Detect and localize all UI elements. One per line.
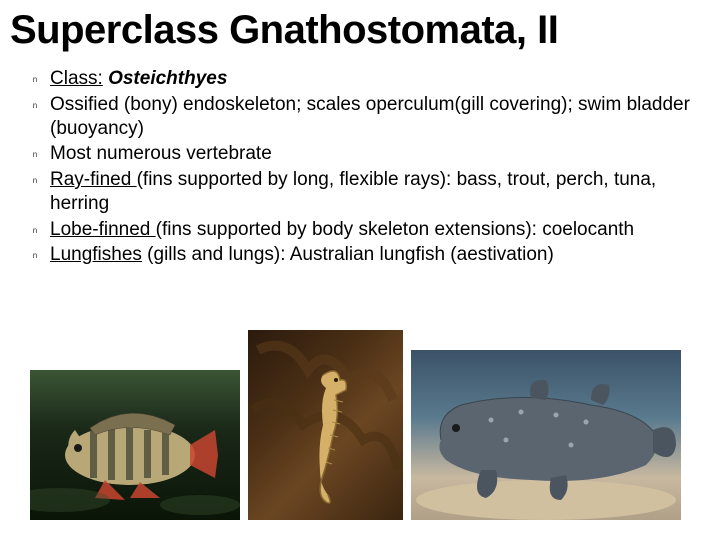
bullet-marker: n [20,243,50,260]
perch-fish-image [30,370,240,520]
bullet-item: nClass: Osteichthyes [20,67,690,91]
slide-title: Superclass Gnathostomata, II [0,0,720,67]
bullet-item: nLobe-finned (fins supported by body ske… [20,218,690,242]
bullet-marker: n [20,93,50,110]
seahorse-image [248,330,403,520]
bullet-list: nClass: OsteichthyesnOssified (bony) end… [0,67,720,267]
bullet-marker: n [20,218,50,235]
bullet-text: Lobe-finned (fins supported by body skel… [50,218,634,242]
bullet-item: nMost numerous vertebrate [20,142,690,166]
bullet-text: Class: Osteichthyes [50,67,227,91]
bullet-item: nRay-fined (fins supported by long, flex… [20,168,690,216]
bullet-text: Ossified (bony) endoskeleton; scales ope… [50,93,690,141]
coelacanth-image [411,350,681,520]
bullet-item: nOssified (bony) endoskeleton; scales op… [20,93,690,141]
bullet-marker: n [20,142,50,159]
bullet-text: Ray-fined (fins supported by long, flexi… [50,168,690,216]
bullet-text: Lungfishes (gills and lungs): Australian… [50,243,554,267]
bullet-marker: n [20,168,50,185]
bullet-text: Most numerous vertebrate [50,142,272,166]
bullet-marker: n [20,67,50,84]
bullet-item: nLungfishes (gills and lungs): Australia… [20,243,690,267]
image-row [30,330,690,520]
